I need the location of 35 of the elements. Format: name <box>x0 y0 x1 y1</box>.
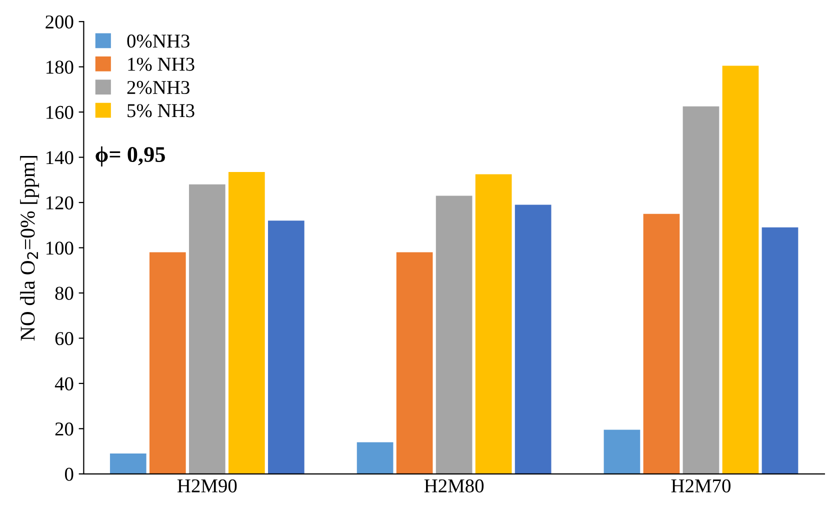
legend-label: 0%NH3 <box>127 34 190 48</box>
y-tick-label: 180 <box>46 60 74 74</box>
y-tick-label: 80 <box>55 286 74 300</box>
bar <box>722 66 759 474</box>
bar <box>110 454 146 474</box>
y-tick-label: 100 <box>46 242 74 255</box>
y-tick-label: 0 <box>64 468 74 481</box>
y-axis-title: NO dla O$_{2}$=0% [ppm] <box>20 156 39 341</box>
bar <box>604 430 640 474</box>
legend-label: 2%NH3 <box>127 80 190 94</box>
bar <box>643 214 680 474</box>
x-tick-label: H2M80 <box>424 479 484 492</box>
x-tick-label: H2M90 <box>177 479 237 492</box>
y-tick-label: 40 <box>54 377 74 390</box>
bar <box>682 106 720 474</box>
bar <box>228 172 265 474</box>
x-tick-label: H2M70 <box>671 479 730 492</box>
y-tick-label: 20 <box>55 422 74 436</box>
annotation: ϕ= 0,95 <box>96 146 165 167</box>
bar <box>268 220 304 474</box>
y-tick-label: 160 <box>46 106 74 119</box>
bar <box>475 174 512 474</box>
bar <box>762 227 798 474</box>
bar <box>514 204 552 474</box>
y-tick-label: 200 <box>46 15 74 29</box>
bar <box>149 252 186 474</box>
bar <box>396 252 433 474</box>
bar <box>356 442 394 474</box>
bar <box>188 184 226 474</box>
y-tick-label: 60 <box>55 332 74 346</box>
legend-label: 1% NH3 <box>128 58 194 71</box>
y-tick-label: 120 <box>46 196 74 210</box>
bar <box>436 196 472 474</box>
y-tick-label: 140 <box>46 151 74 164</box>
legend-label: 5% NH3 <box>128 104 194 118</box>
